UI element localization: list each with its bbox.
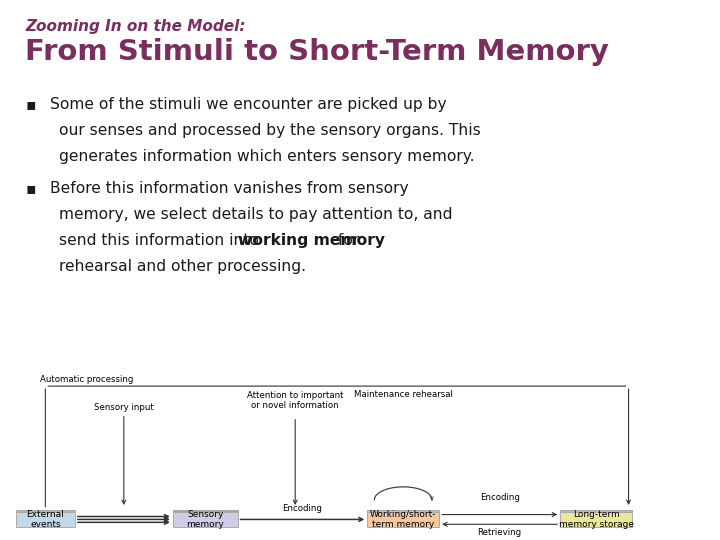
Text: Attention to important
or novel information: Attention to important or novel informat… (247, 391, 343, 410)
Text: Encoding: Encoding (480, 492, 520, 502)
Text: Sensory input: Sensory input (94, 403, 153, 412)
Text: rehearsal and other processing.: rehearsal and other processing. (59, 259, 306, 274)
Text: send this information into: send this information into (59, 233, 264, 248)
Text: Retrieving: Retrieving (477, 528, 522, 537)
Text: ▪: ▪ (25, 97, 36, 112)
Bar (173, 510, 238, 527)
Text: Zooming In on the Model:: Zooming In on the Model: (25, 19, 246, 34)
Text: Encoding: Encoding (282, 504, 323, 514)
Text: Working/short-
term memory: Working/short- term memory (370, 510, 436, 529)
Text: ▪: ▪ (25, 181, 36, 197)
Text: generates information which enters sensory memory.: generates information which enters senso… (59, 149, 474, 164)
Text: Maintenance rehearsal: Maintenance rehearsal (354, 390, 453, 399)
Bar (560, 510, 632, 512)
Text: From Stimuli to Short-Term Memory: From Stimuli to Short-Term Memory (25, 38, 609, 66)
Bar (367, 510, 439, 512)
Bar (367, 510, 439, 527)
Text: Before this information vanishes from sensory: Before this information vanishes from se… (50, 181, 409, 197)
Text: for: for (333, 233, 359, 248)
Text: Sensory
memory: Sensory memory (186, 510, 224, 529)
Bar (16, 510, 75, 512)
Text: Automatic processing: Automatic processing (40, 375, 133, 384)
Bar (173, 510, 238, 512)
Text: memory, we select details to pay attention to, and: memory, we select details to pay attenti… (59, 207, 453, 222)
Text: our senses and processed by the sensory organs. This: our senses and processed by the sensory … (59, 123, 481, 138)
Text: External
events: External events (27, 510, 64, 529)
Text: Some of the stimuli we encounter are picked up by: Some of the stimuli we encounter are pic… (50, 97, 447, 112)
Text: Long-term
memory storage: Long-term memory storage (559, 510, 634, 529)
Text: working memory: working memory (238, 233, 384, 248)
Bar (16, 510, 75, 527)
Bar (560, 510, 632, 527)
